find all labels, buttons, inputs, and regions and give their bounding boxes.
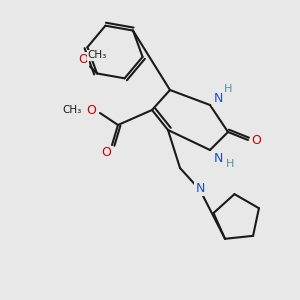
Text: O: O xyxy=(101,146,111,160)
Text: CH₃: CH₃ xyxy=(87,50,106,60)
Text: H: H xyxy=(226,159,234,169)
Text: O: O xyxy=(78,53,88,66)
Text: N: N xyxy=(195,182,205,194)
Text: CH₃: CH₃ xyxy=(62,105,82,115)
Text: O: O xyxy=(86,103,96,116)
Text: N: N xyxy=(213,152,223,164)
Text: H: H xyxy=(224,84,232,94)
Text: O: O xyxy=(251,134,261,146)
Text: N: N xyxy=(213,92,223,106)
